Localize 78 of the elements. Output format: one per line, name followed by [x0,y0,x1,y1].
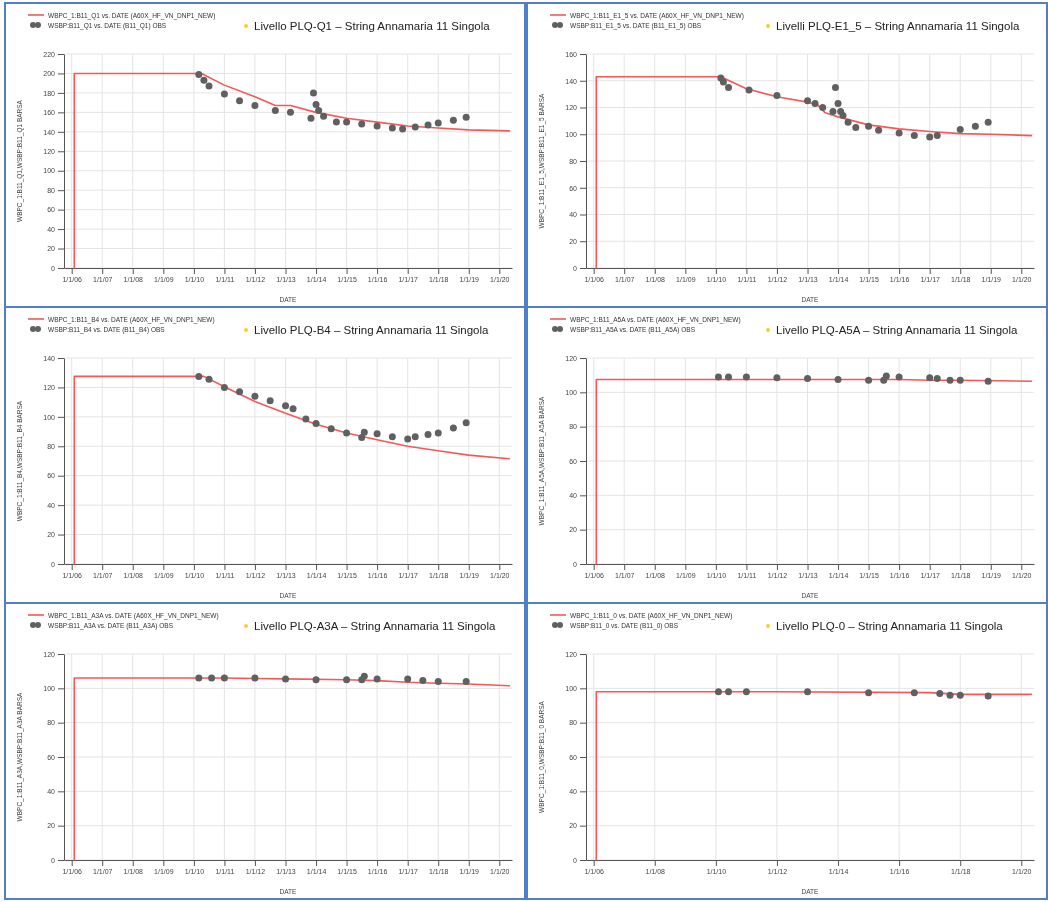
point [956,126,964,134]
chart-title: Livello PLQ-A3A – String Annamaria 11 Singola [254,620,497,632]
point [719,78,727,86]
point [462,113,470,121]
chart-title: Livelli PLQ-E1_5 – String Annamaria 11 Singola [776,20,1020,32]
point [286,108,294,116]
point [195,372,203,380]
point [725,83,732,91]
point [388,124,396,132]
chart-title: Livello PLQ-Q1 – String Annamaria 11 Singola [254,20,491,32]
point [434,119,442,127]
point [773,91,781,99]
point [831,83,839,91]
point [358,120,366,128]
point [220,383,228,391]
point [332,118,340,126]
point [411,433,419,441]
point [236,388,244,396]
point [462,419,470,427]
point [984,118,992,126]
point [745,86,753,94]
point [312,101,320,109]
point [205,375,213,383]
point [373,122,381,130]
chart-title: Livello PLQ-A5A – String Annamaria 11 Singola [776,324,1019,336]
point [844,118,852,126]
chart-title: Livello PLQ-0 – String Annamaria 11 Singola [776,620,1004,632]
point [819,104,827,111]
point [399,125,407,133]
point [404,435,412,443]
point [282,402,290,410]
point [449,424,457,432]
point [200,76,208,84]
point [910,132,918,140]
point [302,415,310,423]
line-series [73,375,511,565]
point [289,405,297,413]
line-series [595,75,1033,269]
point [926,133,934,141]
point [327,425,335,433]
point [971,122,979,130]
point [251,392,259,400]
point [865,122,873,130]
point [834,99,842,107]
point [307,114,315,122]
point [315,106,323,114]
point [804,97,812,105]
point [829,108,837,116]
point [343,429,351,437]
point [424,121,432,129]
point [220,90,228,98]
point [388,433,396,441]
point [251,102,259,110]
point [205,82,213,90]
point [933,132,941,140]
point [852,124,860,132]
point [358,433,366,441]
point [875,126,883,134]
line-series [595,690,1033,861]
point [271,106,279,114]
point [236,97,244,105]
point [195,70,203,78]
point [811,99,819,107]
point [320,112,328,120]
point [312,419,320,427]
point [411,123,419,131]
point [424,431,432,439]
chart-title: Livello PLQ-B4 – String Annamaria 11 Singola [254,324,489,336]
point [266,397,274,405]
point [449,116,457,124]
point [895,129,903,137]
point [839,112,847,120]
point [309,89,317,97]
point [360,428,368,436]
point [434,429,442,437]
point [343,118,351,126]
point [373,430,381,438]
line-series [73,72,511,269]
